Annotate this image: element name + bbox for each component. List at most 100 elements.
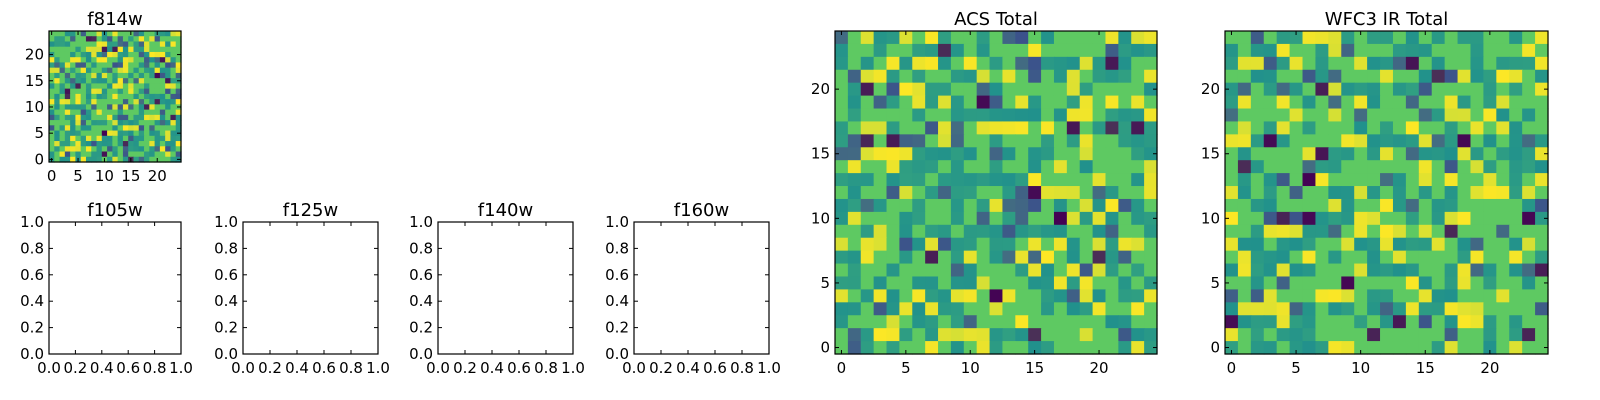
heatmap-cell: [1470, 121, 1484, 135]
heatmap-cell: [1483, 82, 1497, 97]
heatmap-cell: [85, 36, 92, 43]
heatmap-cell: [1118, 121, 1132, 135]
heatmap-cell: [1289, 95, 1304, 110]
heatmap-cell: [1118, 108, 1132, 123]
heatmap-cell: [1535, 95, 1549, 110]
heatmap-cell: [170, 114, 177, 121]
x-tick-label: 0.6: [507, 359, 531, 377]
heatmap-cell: [144, 51, 150, 58]
heatmap-cell: [1053, 315, 1068, 329]
heatmap-cell: [1053, 82, 1068, 97]
heatmap-cell: [112, 151, 119, 158]
heatmap-cell: [1066, 263, 1081, 278]
heatmap-cell: [1225, 263, 1239, 278]
heatmap-cell: [1496, 147, 1510, 161]
heatmap-cell: [1015, 211, 1029, 226]
heatmap-cell: [1053, 224, 1068, 239]
heatmap-cell: [154, 36, 161, 43]
heatmap-cell: [1444, 108, 1459, 123]
heatmap-cell: [1237, 160, 1252, 174]
x-tick-label: 10: [1351, 359, 1370, 377]
heatmap-cell: [96, 31, 103, 37]
heatmap-cell: [963, 69, 978, 84]
heatmap-cell: [75, 51, 82, 58]
heatmap-cell: [1328, 82, 1342, 97]
heatmap-cell: [1509, 198, 1523, 213]
heatmap-cell: [1418, 56, 1433, 71]
heatmap-cell: [899, 315, 913, 329]
heatmap-cell: [873, 198, 888, 213]
heatmap-cell: [1457, 276, 1472, 290]
heatmap-cell: [75, 104, 82, 111]
heatmap-cell: [75, 141, 82, 147]
heatmap-cell: [976, 108, 991, 123]
heatmap-cell: [112, 67, 119, 74]
heatmap-cell: [1105, 82, 1119, 97]
y-tick-label: 15: [25, 72, 44, 90]
heatmap-cell: [1522, 211, 1536, 226]
heatmap-cell: [1250, 186, 1265, 200]
heatmap-cell: [912, 82, 926, 97]
heatmap-cell: [1276, 276, 1291, 290]
heatmap-cell: [117, 135, 124, 142]
x-tick-label: 0: [837, 359, 847, 377]
heatmap-cell: [107, 141, 113, 147]
heatmap-cell: [1105, 43, 1119, 58]
heatmap-cell: [976, 237, 991, 252]
heatmap-cell: [75, 151, 82, 158]
heatmap-cell: [117, 83, 124, 90]
heatmap-cell: [847, 328, 862, 342]
heatmap-cell: [925, 237, 939, 252]
heatmap-cell: [85, 57, 92, 64]
heatmap-cell: [1302, 82, 1317, 97]
heatmap-cell: [1380, 211, 1394, 226]
heatmap-cell: [49, 146, 55, 153]
heatmap-cell: [899, 56, 913, 71]
heatmap-cell: [1118, 198, 1132, 213]
heatmap-cell: [75, 78, 82, 84]
heatmap-cell: [1276, 263, 1291, 278]
heatmap-cell: [1105, 302, 1119, 316]
heatmap-cell: [873, 276, 888, 290]
heatmap-cell: [64, 130, 71, 137]
heatmap-cell: [112, 141, 119, 147]
heatmap-cell: [1225, 211, 1239, 226]
heatmap-cell: [1092, 328, 1107, 342]
heatmap-cell: [1302, 121, 1317, 135]
heatmap-cell: [96, 109, 103, 116]
heatmap-cell: [1105, 121, 1119, 135]
heatmap-cell: [1444, 69, 1459, 84]
heatmap-cell: [873, 56, 888, 71]
heatmap-cell: [938, 147, 952, 161]
heatmap-cell: [1522, 224, 1536, 239]
heatmap-cell: [847, 198, 862, 213]
heatmap-cell: [91, 141, 98, 147]
heatmap-cell: [59, 114, 66, 121]
heatmap-cell: [154, 120, 161, 126]
heatmap-cell: [159, 62, 166, 69]
heatmap-cell: [64, 104, 71, 111]
heatmap-cell: [59, 135, 66, 142]
heatmap-cell: [1250, 108, 1265, 123]
heatmap-cell: [117, 130, 124, 137]
heatmap-cell: [1263, 121, 1278, 135]
heatmap-cell: [91, 109, 98, 116]
heatmap-cell: [107, 114, 113, 121]
heatmap-cell: [101, 51, 108, 58]
heatmap-cell: [144, 36, 150, 43]
heatmap-cell: [133, 67, 140, 74]
heatmap-cell: [1053, 121, 1068, 135]
heatmap-cell: [912, 173, 926, 187]
heatmap-cell: [925, 95, 939, 110]
heatmap-cell: [1105, 237, 1119, 252]
y-tick-label: 0.4: [20, 292, 44, 310]
heatmap-cell: [54, 67, 61, 74]
heatmap-cell: [1263, 250, 1278, 265]
heatmap-cell: [175, 151, 182, 158]
heatmap-cell: [1066, 121, 1081, 135]
heatmap-cell: [1276, 198, 1291, 213]
heatmap-cell: [1237, 173, 1252, 187]
heatmap-cell: [1405, 95, 1420, 110]
heatmap-cell: [1225, 173, 1239, 187]
y-tick-label: 20: [1201, 80, 1220, 98]
